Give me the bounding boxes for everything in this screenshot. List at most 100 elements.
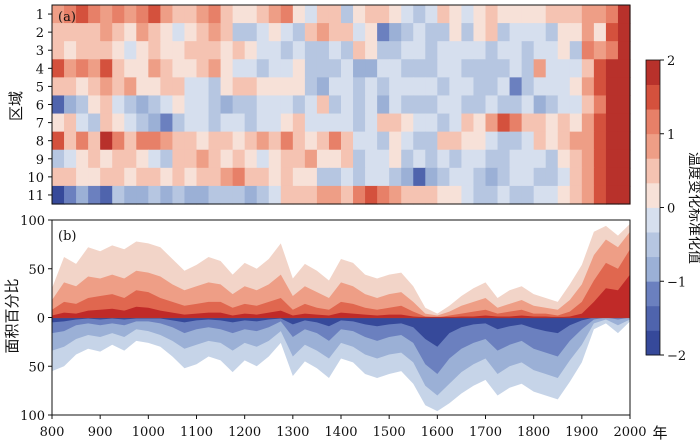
heatmap-cell <box>280 113 294 133</box>
heatmap-cell <box>485 185 499 205</box>
heatmap-cell <box>533 185 547 205</box>
heatmap-cell <box>316 77 330 97</box>
heatmap-cell <box>497 113 511 133</box>
heatmap-cell <box>521 185 535 205</box>
heatmap-cell <box>172 95 186 115</box>
area-y-tick-label: 100 <box>20 409 45 424</box>
heatmap-ylabel: 区域 <box>7 91 25 121</box>
heatmap-cell <box>304 23 318 42</box>
heatmap-cell <box>268 185 282 205</box>
heatmap-cell <box>449 59 463 78</box>
heatmap-cell <box>341 5 354 24</box>
heatmap-cell <box>485 77 499 97</box>
heatmap-cell <box>341 23 354 42</box>
heatmap-cell <box>521 167 535 187</box>
heatmap-cell <box>461 41 475 60</box>
heatmap-cell <box>545 167 559 187</box>
heatmap-cell <box>485 131 499 151</box>
heatmap-cell <box>557 167 571 187</box>
heatmap-cell <box>172 185 186 205</box>
heatmap-cell <box>605 185 619 205</box>
heatmap-cell <box>112 95 125 115</box>
heatmap-cell <box>413 23 426 42</box>
heatmap-cell <box>268 95 282 115</box>
heatmap-cell <box>461 5 475 24</box>
area-y-tick-label: 50 <box>28 360 45 375</box>
heatmap-cell <box>88 41 101 60</box>
heatmap-cell <box>377 113 390 133</box>
heatmap-cell <box>449 23 463 42</box>
heatmap-cell <box>377 149 390 169</box>
heatmap-cell <box>569 131 583 151</box>
heatmap-cell <box>196 167 210 187</box>
heatmap-cell <box>244 59 258 78</box>
heatmap-cell <box>100 131 113 151</box>
area-y-tick-label: 0 <box>37 312 45 327</box>
heatmap-cell <box>196 5 210 24</box>
heatmap-cell <box>413 59 426 78</box>
heatmap-cell <box>112 185 125 205</box>
heatmap-cell <box>389 59 402 78</box>
heatmap-cell <box>545 131 559 151</box>
heatmap-cell <box>88 59 101 78</box>
heatmap-cell <box>425 59 438 78</box>
heatmap-cell <box>124 41 137 60</box>
heatmap-cell <box>461 77 475 97</box>
heatmap-cell <box>328 5 342 24</box>
heatmap-cell <box>557 5 571 24</box>
heatmap-cell <box>341 185 354 205</box>
heatmap-cell <box>304 41 318 60</box>
heatmap-cell <box>461 131 475 151</box>
heatmap-cell <box>581 185 595 205</box>
heatmap-cell <box>353 131 366 151</box>
heatmap-cell <box>100 113 113 133</box>
heatmap-cell <box>112 59 125 78</box>
heatmap-cell <box>76 149 89 169</box>
cold-area-layer <box>52 317 630 375</box>
heatmap-cell <box>196 41 210 60</box>
colorbar-segment <box>646 158 660 184</box>
area-ylabel: 面积百分比 <box>3 278 21 353</box>
heatmap-cell <box>533 95 547 115</box>
heatmap-cell <box>316 131 330 151</box>
heatmap-cell <box>160 41 174 60</box>
heatmap-cell <box>160 167 174 187</box>
heatmap-cell <box>413 5 426 24</box>
heatmap-cell <box>148 5 161 24</box>
heatmap-cell <box>160 95 174 115</box>
heatmap-cell <box>593 5 607 24</box>
heatmap-cell <box>124 131 137 151</box>
heatmap-cell <box>208 23 222 42</box>
heatmap-cell <box>316 185 330 205</box>
heatmap-cell <box>100 95 113 115</box>
heatmap-cell <box>88 23 101 42</box>
heatmap-cell <box>196 131 210 151</box>
heatmap-cell <box>160 5 174 24</box>
area-y-ticks: 100 50 0 50 100 <box>20 214 52 424</box>
heatmap-cell <box>557 131 571 151</box>
heatmap-cell <box>148 41 161 60</box>
heatmap-cell <box>232 113 246 133</box>
heatmap-cell <box>581 131 595 151</box>
area-x-tick-label: 900 <box>88 425 113 440</box>
heatmap-cell <box>148 95 161 115</box>
heatmap-cell <box>268 5 282 24</box>
colorbar <box>646 60 660 356</box>
heatmap-cell <box>401 59 414 78</box>
area-x-tick-label: 2000 <box>613 425 646 440</box>
heatmap-cell <box>280 149 294 169</box>
heatmap-cell <box>389 167 402 187</box>
heatmap-cell <box>425 185 438 205</box>
heatmap-cell <box>473 167 487 187</box>
heatmap-cell <box>112 149 125 169</box>
heatmap-cell <box>112 113 125 133</box>
area-x-tick-label: 1900 <box>565 425 598 440</box>
heatmap-cell <box>377 185 390 205</box>
heatmap-cell <box>76 167 89 187</box>
heatmap-cell <box>485 95 499 115</box>
heatmap-cell <box>497 77 511 97</box>
heatmap-cell <box>581 95 595 115</box>
heatmap-cell <box>292 185 306 205</box>
heatmap-cell <box>605 131 619 151</box>
heatmap-cell <box>521 149 535 169</box>
